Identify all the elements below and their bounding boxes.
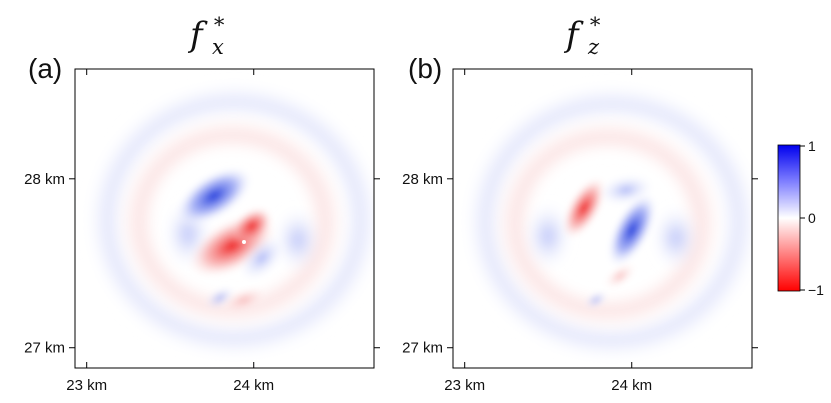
panel-a-title: f — [187, 15, 208, 55]
panel-1-xtick-label-0: 23 km — [444, 377, 485, 394]
panel-a-title-sub: x — [212, 35, 224, 59]
panel-b-heatmap — [462, 82, 752, 362]
colorbar-gradient — [777, 144, 801, 292]
panel-0-ytick-label-1: 27 km — [24, 340, 65, 357]
colorbar-label-mid: 0 — [808, 210, 816, 226]
panel-b-title: f — [563, 15, 584, 55]
panel-0-xtick-label-1: 24 km — [233, 377, 274, 394]
panel-a-frame — [74, 68, 375, 369]
colorbar-label-min: −1 — [808, 282, 824, 298]
panel-b: 23 km 24 km 28 km 27 km — [402, 68, 758, 394]
colorbar: 1 0 −1 — [777, 138, 824, 298]
panel-a-label: (a) — [28, 53, 62, 84]
panel-1-ytick-label-0: 28 km — [402, 171, 443, 188]
panel-0-ytick-label-0: 28 km — [24, 171, 65, 188]
colorbar-label-max: 1 — [808, 138, 816, 154]
panel-b-label: (b) — [408, 53, 442, 84]
panel-a: 23 km 24 km 28 km 27 km — [24, 68, 380, 394]
panel-b-title-sub: z — [587, 35, 600, 59]
panel-a-heatmap — [84, 80, 374, 360]
panel-b-frame — [452, 68, 753, 369]
panel-b-title-sup: ∗ — [588, 9, 602, 33]
panel-a-title-sup: ∗ — [212, 9, 226, 33]
panel-1-xtick-label-1: 24 km — [611, 377, 652, 394]
panel-0-xtick-label-0: 23 km — [66, 377, 107, 394]
panel-1-ytick-label-1: 27 km — [402, 340, 443, 357]
